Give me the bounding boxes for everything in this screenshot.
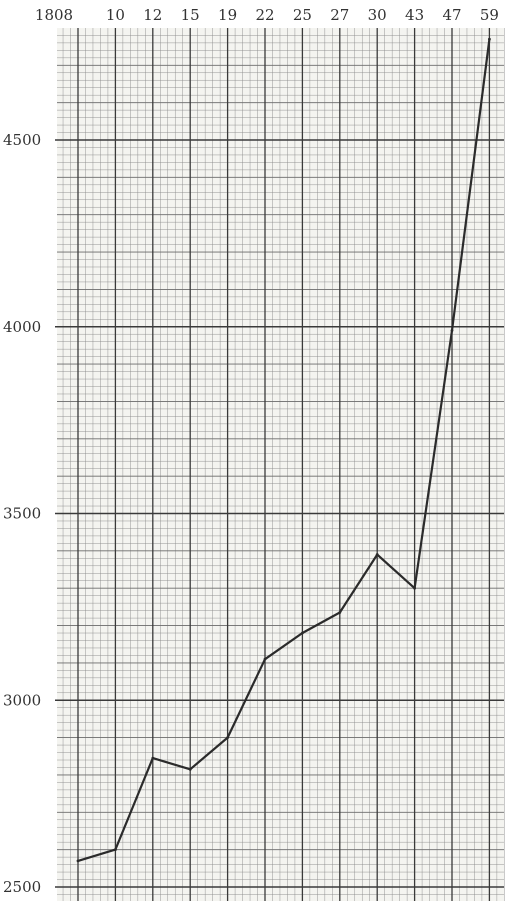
x-tick-label: 27 bbox=[330, 6, 349, 24]
data-point bbox=[188, 767, 192, 771]
x-tick-label: 43 bbox=[405, 6, 424, 24]
x-tick-label: 22 bbox=[255, 6, 274, 24]
data-point bbox=[114, 848, 117, 852]
data-point bbox=[413, 586, 416, 590]
data-point bbox=[76, 859, 80, 863]
data-point bbox=[151, 756, 155, 760]
x-tick-label: 19 bbox=[218, 6, 237, 24]
x-tick-label: 12 bbox=[143, 6, 162, 24]
x-tick-label: 10 bbox=[106, 6, 125, 24]
data-point bbox=[338, 611, 342, 614]
y-tick-label: 3500 bbox=[3, 505, 41, 523]
x-tick-label: 15 bbox=[181, 6, 200, 24]
series-layer bbox=[76, 37, 491, 863]
data-point bbox=[375, 553, 379, 556]
y-tick-labels: 2500 3000 3500 4000 4500 bbox=[3, 131, 41, 896]
series-line bbox=[76, 38, 491, 863]
x-tick-label: 47 bbox=[442, 6, 461, 24]
data-point bbox=[226, 736, 230, 739]
x-tick-label: 25 bbox=[293, 6, 312, 24]
y-tick-label: 4000 bbox=[3, 318, 41, 336]
y-tick-label: 4500 bbox=[3, 131, 41, 149]
data-point bbox=[450, 329, 454, 332]
data-point bbox=[263, 657, 267, 661]
y-tick-label: 2500 bbox=[3, 878, 41, 896]
x-tick-label: 1808 bbox=[35, 6, 73, 24]
x-tick-label: 59 bbox=[480, 6, 499, 24]
y-tick-label: 3000 bbox=[3, 691, 41, 709]
data-point bbox=[488, 37, 491, 41]
x-tick-labels: 1808 10 12 15 19 22 25 27 30 43 47 59 bbox=[35, 6, 499, 24]
x-tick-label: 30 bbox=[368, 6, 387, 24]
data-point bbox=[301, 631, 304, 635]
